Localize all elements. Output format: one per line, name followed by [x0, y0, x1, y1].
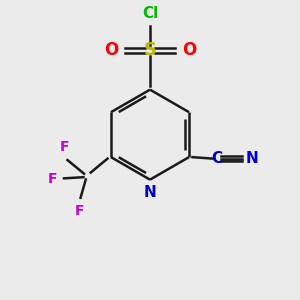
Text: F: F [74, 205, 84, 218]
Text: N: N [246, 151, 258, 166]
Text: O: O [104, 41, 118, 59]
Text: S: S [143, 41, 157, 59]
Text: F: F [48, 172, 57, 186]
Text: Cl: Cl [142, 6, 158, 21]
Text: N: N [144, 185, 156, 200]
Text: O: O [182, 41, 196, 59]
Text: F: F [60, 140, 69, 154]
Text: C: C [211, 151, 222, 166]
